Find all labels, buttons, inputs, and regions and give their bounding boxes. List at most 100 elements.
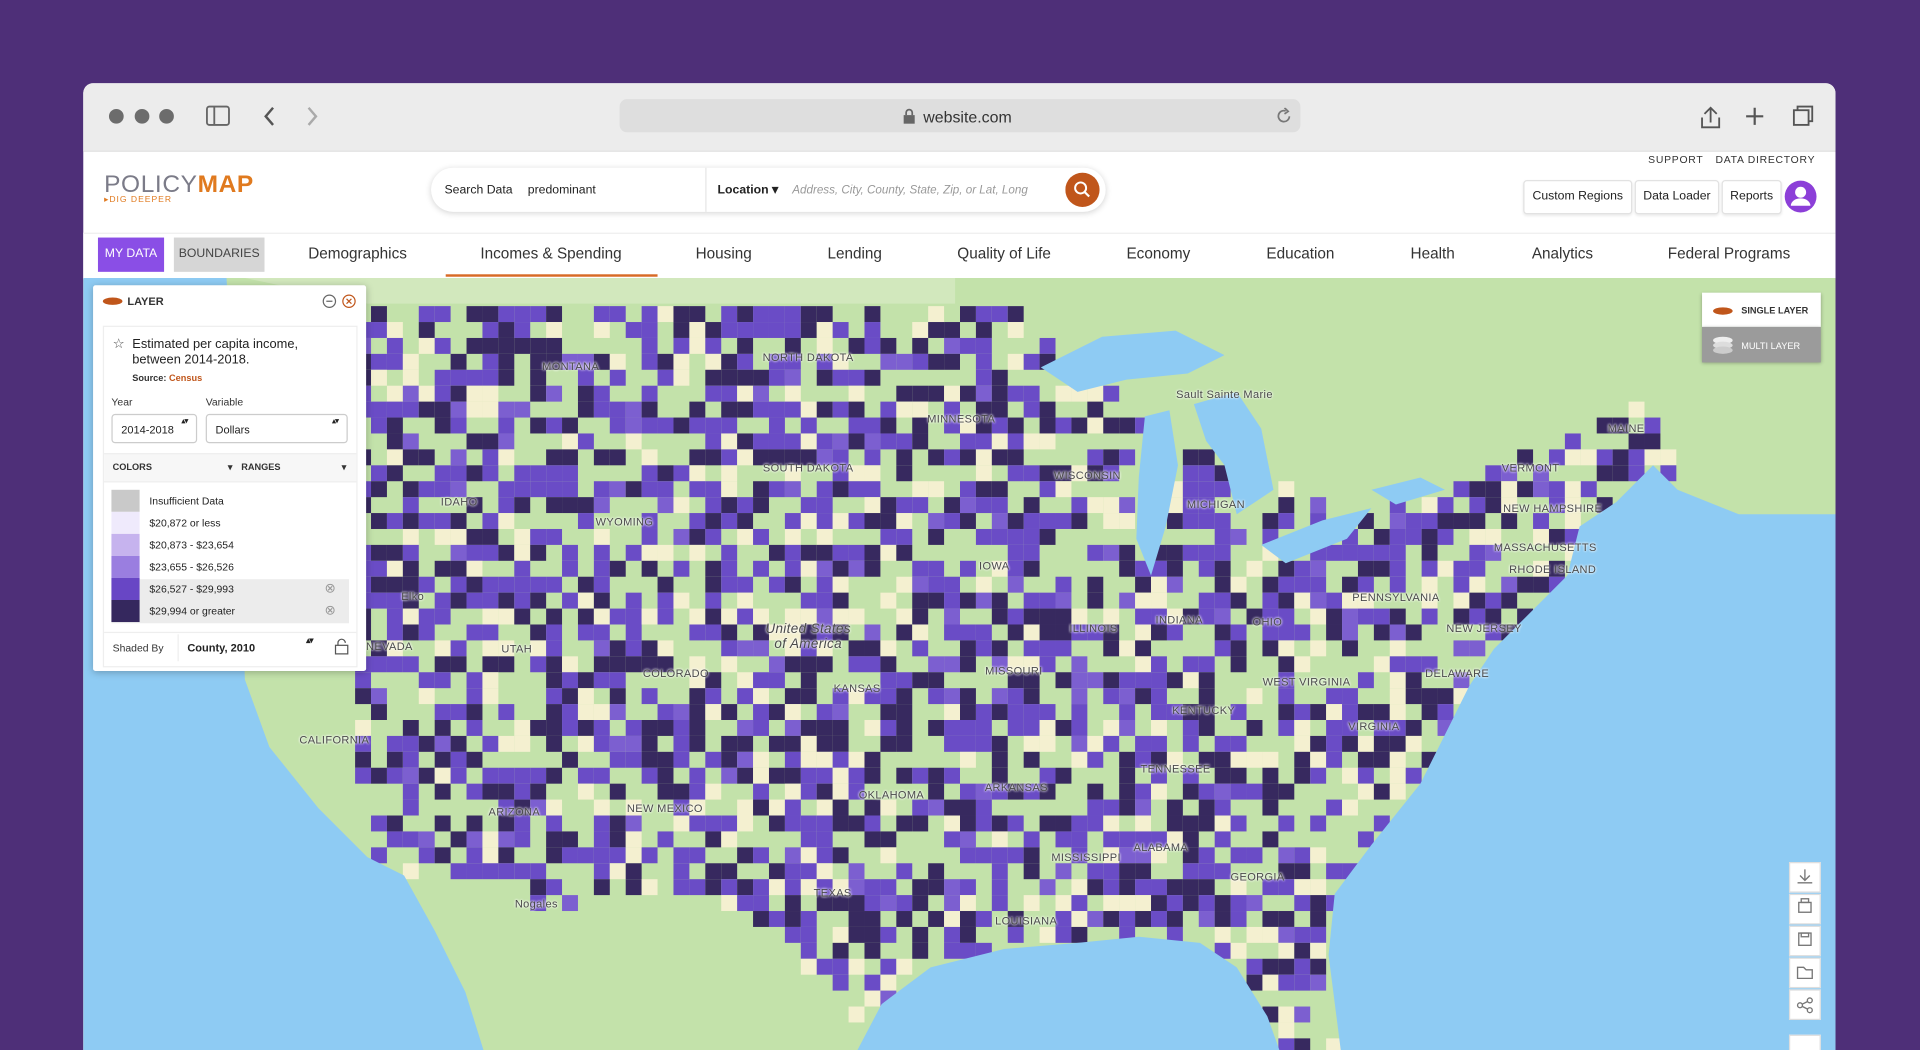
county [546, 688, 563, 705]
location-label: Location [717, 183, 769, 198]
zoom-tool[interactable] [1788, 1034, 1821, 1050]
nav-tab[interactable]: Demographics [308, 244, 407, 263]
county [418, 672, 435, 689]
county [880, 847, 897, 864]
county [960, 449, 976, 466]
url-bar[interactable] [619, 99, 1301, 133]
county [928, 481, 945, 498]
county [689, 513, 706, 529]
year-select[interactable]: 2014-2018 [111, 413, 198, 444]
county [673, 497, 690, 514]
county [498, 337, 515, 354]
county [1071, 720, 1088, 736]
county [1071, 688, 1088, 705]
tool-icons [1796, 869, 1813, 1014]
county [498, 592, 515, 609]
county [1151, 895, 1167, 912]
county [450, 528, 467, 545]
logo[interactable]: POLICYMAP [104, 171, 254, 199]
county [1182, 895, 1199, 912]
county [609, 656, 626, 673]
my-data-button[interactable]: MY DATA [97, 237, 165, 272]
county [991, 497, 1008, 514]
nav-tab[interactable]: Housing [695, 244, 752, 263]
variable-select[interactable]: Dollars [205, 413, 348, 444]
county [800, 958, 817, 975]
county [784, 783, 801, 800]
county [705, 433, 722, 450]
nav-tab[interactable]: Lending [827, 244, 882, 263]
logo-part1: POLICY [104, 171, 198, 199]
county [1103, 465, 1120, 482]
share-tool[interactable] [1788, 989, 1821, 1021]
county [562, 895, 578, 912]
nav-tab[interactable]: Incomes & Spending [480, 244, 622, 263]
open-tool[interactable] [1788, 957, 1821, 989]
source-name[interactable]: Census [169, 372, 203, 384]
county [482, 624, 499, 641]
location-dropdown[interactable]: Location ▾ [717, 183, 779, 198]
nav-tab[interactable]: Health [1410, 244, 1455, 263]
county [1230, 751, 1247, 768]
county [1119, 751, 1136, 768]
nav-tab[interactable]: Analytics [1531, 244, 1594, 263]
map[interactable] [83, 277, 1836, 1050]
county [1135, 847, 1152, 864]
county [705, 322, 722, 338]
search-value: predominant [527, 183, 596, 198]
county [1007, 672, 1024, 689]
data-directory-link[interactable]: DATA DIRECTORY [1715, 153, 1816, 166]
county [466, 815, 483, 832]
county [593, 656, 610, 673]
county [1310, 576, 1327, 593]
nav-tab[interactable]: Economy [1126, 244, 1191, 263]
search-button[interactable] [1065, 172, 1100, 207]
county [784, 911, 801, 927]
county [1055, 863, 1072, 880]
panel-controls[interactable] [321, 293, 360, 310]
county [1166, 544, 1183, 561]
remove-range[interactable]: ⊗ [324, 603, 336, 619]
county [880, 958, 897, 975]
county [1405, 767, 1422, 784]
county [1612, 449, 1629, 466]
nav-tab[interactable]: Quality of Life [957, 244, 1051, 263]
county [1357, 576, 1374, 593]
support-link[interactable]: SUPPORT [1648, 153, 1704, 166]
data-loader-button[interactable]: Data Loader [1634, 180, 1720, 215]
lock-toggle[interactable] [334, 638, 349, 655]
county [466, 385, 483, 402]
county [1151, 624, 1167, 641]
county [1151, 576, 1167, 593]
county [1501, 481, 1518, 498]
county [1278, 672, 1295, 689]
county [450, 385, 467, 402]
avatar[interactable] [1784, 180, 1817, 213]
favorite-star[interactable]: ☆ [112, 336, 125, 352]
custom-regions-button[interactable]: Custom Regions [1523, 180, 1633, 215]
county [800, 624, 817, 641]
nav-tab[interactable]: Education [1266, 244, 1335, 263]
county [784, 385, 801, 402]
save-tool[interactable] [1788, 925, 1821, 957]
reports-button[interactable]: Reports [1721, 180, 1782, 215]
map-label: NEW MEXICO [626, 802, 703, 815]
county [1023, 624, 1040, 641]
ranges-dropdown[interactable]: RANGES ▾ [241, 461, 347, 473]
county [1135, 831, 1152, 848]
county [386, 433, 403, 450]
county [562, 544, 578, 561]
county [848, 560, 865, 577]
nav-tab[interactable]: Federal Programs [1667, 244, 1791, 263]
colors-dropdown[interactable]: COLORS ▾ [112, 461, 233, 473]
county [1023, 895, 1040, 912]
county [975, 704, 992, 721]
remove-range[interactable]: ⊗ [324, 581, 336, 597]
shaded-by-select[interactable]: County, 2010 [177, 634, 321, 662]
county [896, 433, 913, 450]
county [434, 417, 451, 434]
county [960, 815, 976, 832]
search-box[interactable] [431, 167, 1106, 212]
boundaries-button[interactable]: BOUNDARIES [173, 237, 265, 272]
county [737, 449, 754, 466]
